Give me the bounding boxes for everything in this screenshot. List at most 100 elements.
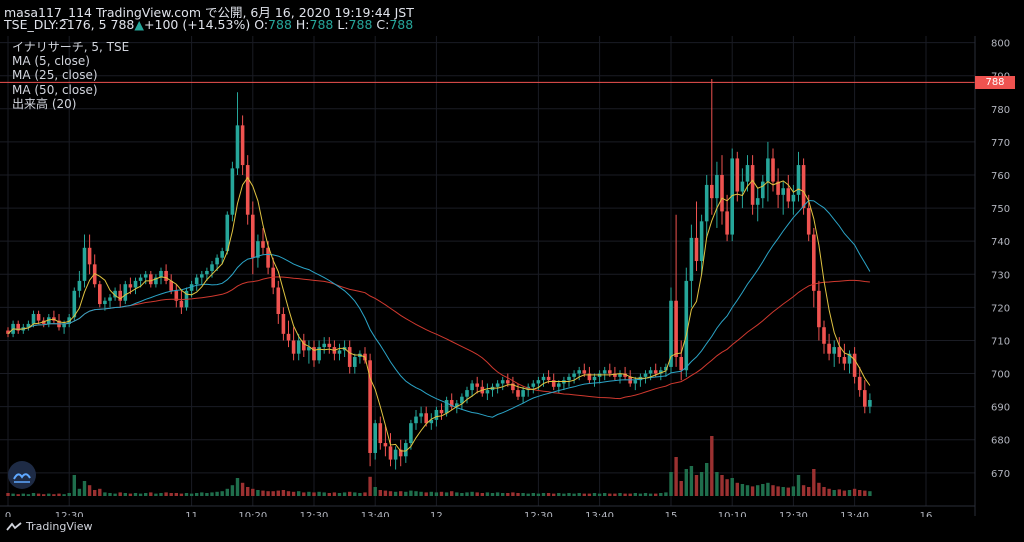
candle bbox=[368, 353, 372, 467]
volume-bar bbox=[694, 475, 699, 496]
volume-bar bbox=[521, 493, 525, 496]
candle bbox=[730, 148, 734, 242]
candle bbox=[302, 333, 306, 358]
footer-bar bbox=[0, 517, 1024, 542]
volume-bar bbox=[679, 481, 683, 496]
volume-bar bbox=[47, 493, 51, 496]
candle bbox=[108, 294, 112, 308]
candle bbox=[200, 270, 204, 285]
volume-bar bbox=[623, 493, 627, 496]
volume-bar bbox=[541, 493, 546, 496]
wave-icon bbox=[13, 473, 31, 483]
volume-bar bbox=[77, 488, 82, 496]
volume-bar bbox=[210, 492, 214, 496]
candle bbox=[781, 181, 785, 215]
candle bbox=[409, 419, 413, 450]
volume-bar bbox=[353, 492, 357, 496]
volume-bar bbox=[582, 493, 586, 496]
candle bbox=[623, 366, 627, 381]
volume-bar bbox=[684, 469, 688, 496]
volume-bar bbox=[771, 485, 775, 496]
legend-ma5[interactable]: MA (5, close) bbox=[12, 54, 90, 69]
volume-bar bbox=[159, 493, 163, 496]
price-tick-label: 740 bbox=[991, 237, 1010, 248]
candle bbox=[424, 406, 428, 427]
volume-bar bbox=[256, 490, 260, 496]
volume-bar bbox=[348, 491, 352, 496]
chart-logo-badge[interactable] bbox=[8, 461, 36, 489]
candle bbox=[704, 174, 709, 238]
volume-bar bbox=[281, 490, 286, 496]
volume-bar bbox=[603, 493, 607, 496]
candle bbox=[638, 373, 643, 387]
volume-bar bbox=[378, 490, 382, 496]
legend-ma25[interactable]: MA (25, close) bbox=[12, 68, 98, 83]
volume-bar bbox=[455, 492, 459, 496]
candle bbox=[113, 287, 117, 301]
volume-bar bbox=[373, 487, 377, 496]
candle bbox=[138, 274, 143, 288]
candle bbox=[602, 366, 607, 381]
publish-info: masa117_114 TradingView.com で公開, 6月 16, … bbox=[4, 5, 414, 20]
time-axis[interactable]: 0 12:30 11 10:20 12:30 13:40 12 12:30 13:40 15 10:… bbox=[0, 505, 975, 517]
candle bbox=[398, 439, 403, 467]
candlestick-chart[interactable]: 8007907807707607507407307207107006906806… bbox=[0, 36, 1024, 517]
candle bbox=[353, 353, 357, 374]
low-label: L: bbox=[337, 17, 349, 32]
candle bbox=[317, 340, 321, 364]
candle bbox=[480, 380, 485, 397]
volume-bar bbox=[552, 493, 556, 496]
volume-bar bbox=[852, 488, 857, 496]
time-tick-label: 10:20 bbox=[238, 511, 267, 517]
legend-series[interactable]: イナリサーチ, 5, TSE bbox=[12, 40, 130, 54]
candle bbox=[531, 380, 536, 394]
volume-bar bbox=[812, 469, 816, 496]
candle bbox=[16, 320, 20, 334]
volume-bar bbox=[531, 493, 535, 496]
volume-bar bbox=[276, 490, 280, 496]
volume-bar bbox=[235, 478, 240, 496]
chart-header: masa117_114 TradingView.com で公開, 6月 16, … bbox=[0, 0, 1024, 36]
candle bbox=[541, 373, 546, 387]
candle bbox=[92, 254, 97, 288]
ma50-line bbox=[7, 276, 870, 400]
candle bbox=[776, 168, 780, 209]
volume-bar bbox=[526, 493, 530, 496]
volume-bar bbox=[567, 493, 571, 496]
legend-ma50[interactable]: MA (50, close) bbox=[12, 82, 98, 97]
volume-bar bbox=[669, 472, 673, 496]
candle bbox=[286, 320, 291, 348]
volume-bar bbox=[710, 436, 714, 496]
time-tick-label: 12:30 bbox=[524, 511, 553, 517]
candle bbox=[154, 274, 158, 288]
volume-bar bbox=[608, 493, 612, 496]
candle bbox=[674, 214, 678, 367]
volume-bar bbox=[740, 484, 745, 496]
volume-bar bbox=[215, 491, 219, 496]
volume-bar bbox=[62, 494, 66, 496]
candle bbox=[516, 383, 520, 401]
candle bbox=[868, 393, 872, 414]
volume-bar bbox=[42, 494, 46, 496]
volume-bar bbox=[618, 493, 622, 496]
time-tick-label: 13:40 bbox=[361, 511, 390, 517]
volume-bar bbox=[832, 490, 836, 496]
volume-bar bbox=[776, 486, 780, 496]
price-tick-label: 670 bbox=[991, 469, 1010, 480]
time-tick-label: 11 bbox=[185, 511, 198, 517]
volume-bar bbox=[16, 494, 20, 496]
volume-bar bbox=[31, 493, 36, 496]
price-tick-label: 760 bbox=[991, 171, 1010, 182]
candle bbox=[225, 211, 230, 255]
candle bbox=[715, 161, 719, 228]
candle bbox=[322, 337, 326, 354]
candle bbox=[174, 284, 179, 308]
candle bbox=[6, 327, 10, 338]
candle bbox=[98, 280, 102, 308]
brand-watermark[interactable]: TradingView bbox=[6, 520, 92, 533]
close-label: C: bbox=[376, 17, 390, 32]
legend-volume[interactable]: 出来高 (20) bbox=[12, 96, 77, 111]
candle bbox=[735, 151, 740, 202]
candle bbox=[149, 270, 153, 288]
price-axis[interactable]: 8007907807707607507407307207107006906806… bbox=[974, 36, 1010, 516]
